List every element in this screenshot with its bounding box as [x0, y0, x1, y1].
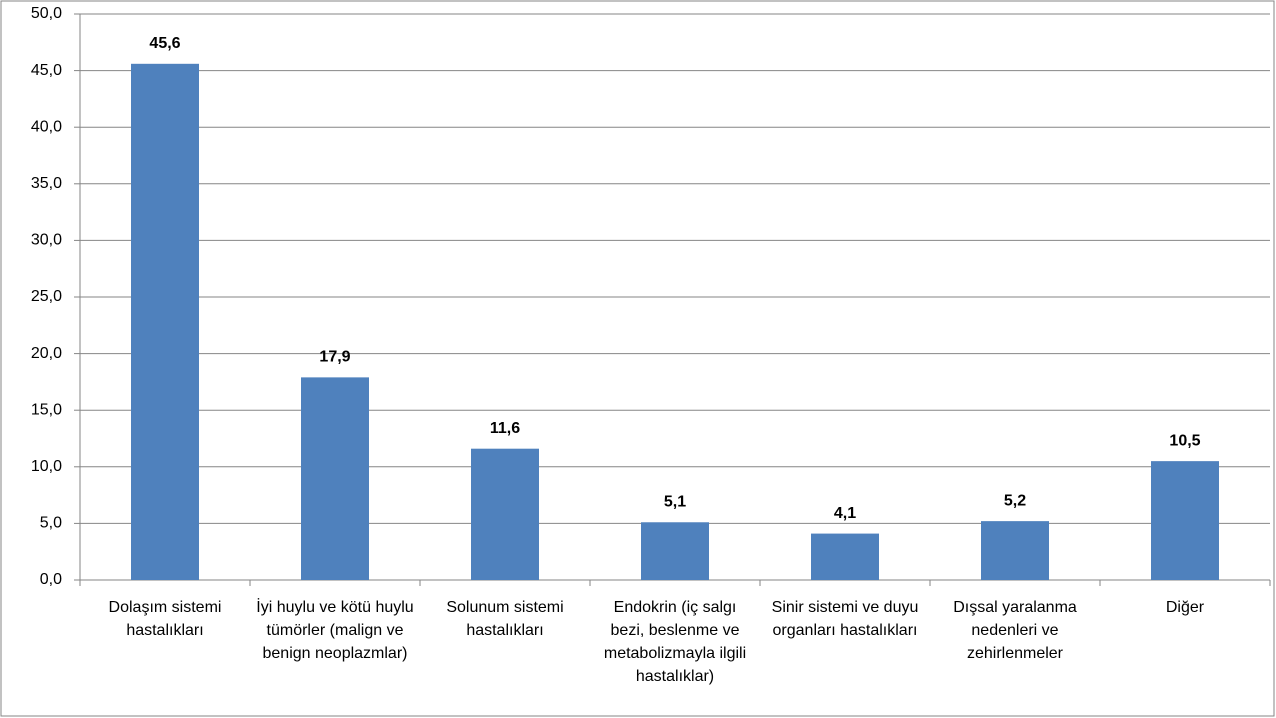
y-tick-label: 10,0: [31, 458, 62, 475]
y-tick-label: 20,0: [31, 345, 62, 362]
y-tick-label: 0,0: [40, 571, 62, 588]
data-label: 11,6: [490, 420, 520, 437]
y-tick-label: 45,0: [31, 62, 62, 79]
y-tick-label: 40,0: [31, 118, 62, 135]
data-label: 45,6: [149, 35, 180, 52]
bar: [131, 63, 199, 581]
bar: [301, 377, 369, 580]
x-tick-label: Dolaşım sistemi hastalıkları: [108, 599, 222, 639]
data-label: 5,1: [664, 493, 686, 510]
y-tick-label: 30,0: [31, 232, 62, 249]
x-tick-label: Dışsal yaralanma nedenleri ve zehirlenme…: [953, 599, 1077, 662]
data-label: 17,9: [319, 349, 350, 366]
bar: [1151, 461, 1219, 580]
x-tick-label: Diğer: [1165, 599, 1205, 616]
x-tick-label: Endokrin (iç salgı bezi, beslenme ve met…: [603, 599, 747, 685]
y-tick-label: 15,0: [31, 401, 62, 418]
x-tick-label: Solunum sistemi hastalıkları: [446, 599, 564, 639]
bar: [811, 533, 879, 580]
bar: [641, 522, 709, 580]
x-tick-label: Sinir sistemi ve duyu organları hastalık…: [771, 599, 919, 639]
y-tick-label: 25,0: [31, 288, 62, 305]
y-tick-label: 35,0: [31, 175, 62, 192]
y-tick-label: 50,0: [31, 5, 62, 22]
data-label: 10,5: [1169, 432, 1200, 449]
data-label: 4,1: [834, 505, 856, 522]
x-tick-label: İyi huylu ve kötü huylu tümörler (malign…: [256, 599, 414, 662]
y-tick-label: 5,0: [40, 515, 62, 532]
bar: [471, 448, 539, 580]
data-label: 5,2: [1004, 492, 1026, 509]
bar: [981, 521, 1049, 580]
